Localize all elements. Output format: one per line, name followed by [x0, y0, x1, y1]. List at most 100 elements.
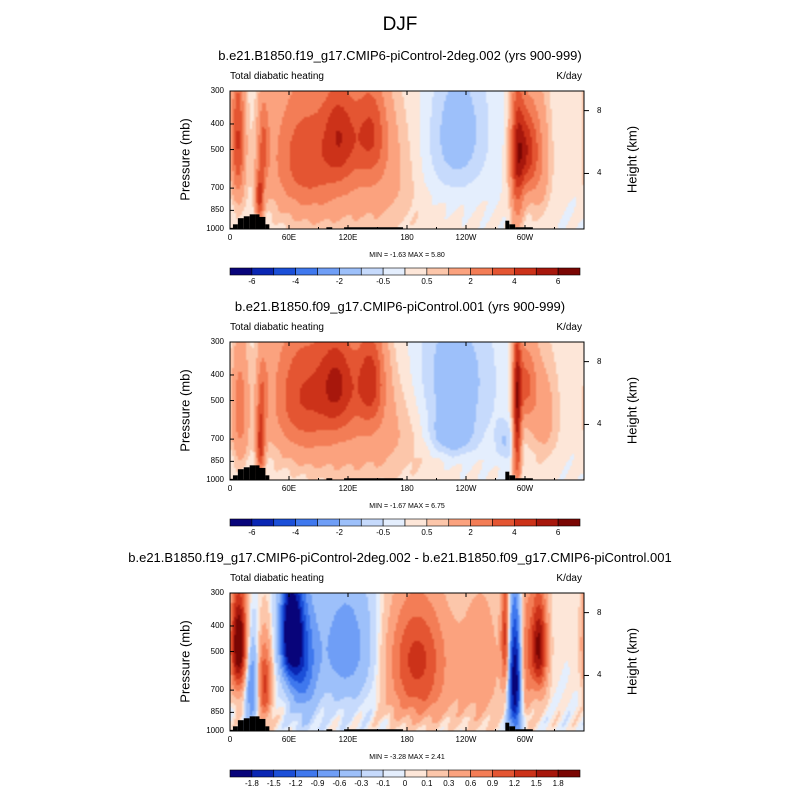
x-tick-label: 0: [227, 484, 233, 493]
topography-block: [505, 471, 510, 480]
topography-block: [230, 729, 233, 731]
topography-block: [344, 729, 404, 731]
panel-3-min-max: MIN = -3.28 MAX = 2.41: [369, 754, 445, 761]
colorbar-label: 0.5: [421, 528, 433, 537]
colorbar-label: -0.5: [376, 277, 391, 286]
y-tick-label: 300: [210, 86, 224, 95]
y-tick-label: 400: [210, 369, 224, 379]
panel-2-units-label: K/day: [556, 322, 582, 333]
panel-3-title: b.e21.B1850.f19_g17.CMIP6-piControl-2deg…: [128, 550, 672, 565]
colorbar-label: 1.8: [552, 779, 564, 788]
x-tick-label: 60E: [281, 484, 297, 493]
panel-1-variable-label: Total diabatic heating: [230, 71, 324, 82]
colorbar-label: -1.5: [266, 779, 281, 788]
colorbar-label: 4: [512, 277, 517, 286]
topography-block: [237, 469, 244, 480]
x-tick-label: 180: [400, 233, 414, 242]
x-tick-label: 60W: [516, 735, 534, 744]
heatmap-field: [230, 91, 584, 229]
right-axis-label: Height (km): [624, 627, 640, 696]
colorbar-swatch: [426, 769, 450, 778]
topography-block: [259, 467, 266, 480]
x-tick-label: 120E: [338, 735, 358, 744]
colorbar-label: 2: [468, 528, 473, 537]
x-tick-label: 60E: [281, 735, 297, 744]
y-tick-label: 850: [210, 456, 224, 466]
colorbar-swatch: [557, 769, 581, 778]
colorbar-swatch: [295, 769, 318, 778]
main-title: DJF: [382, 14, 418, 35]
colorbar-label: -0.6: [332, 779, 347, 788]
y-tick-label: 400: [210, 118, 224, 128]
x-tick-label: 60W: [516, 233, 534, 242]
colorbar-swatch: [557, 267, 581, 276]
y-axis-label: Pressure (mb): [177, 620, 193, 703]
x-tick-label: 60W: [516, 484, 534, 493]
colorbar-label: 0.6: [465, 779, 477, 788]
topography-block: [249, 214, 256, 229]
height-tick-label: 8: [597, 105, 602, 115]
colorbar-label: 0.1: [421, 779, 433, 788]
topography-block: [515, 478, 533, 480]
topography-block: [249, 716, 256, 731]
topography-block: [344, 227, 404, 229]
y-tick-label: 850: [210, 707, 224, 717]
colorbar-label: 2: [468, 277, 473, 286]
panel-3-variable-label: Total diabatic heating: [230, 573, 324, 584]
y-tick-label: 1000: [206, 475, 224, 484]
panel-2-variable-label: Total diabatic heating: [230, 322, 324, 333]
colorbar-label: -0.9: [310, 779, 325, 788]
topography-block: [255, 214, 260, 229]
colorbar-label: 1.2: [508, 779, 520, 788]
topography-block: [326, 478, 333, 480]
colorbar-label: 4: [512, 528, 517, 537]
colorbar-swatch: [492, 769, 515, 778]
height-tick-label: 4: [597, 670, 602, 680]
y-tick-label: 500: [210, 395, 224, 405]
colorbar-swatch: [317, 769, 340, 778]
topography-block: [509, 224, 516, 229]
y-tick-label: 300: [210, 588, 224, 597]
topography-block: [230, 227, 233, 229]
panel-1-title: b.e21.B1850.f19_g17.CMIP6-piControl-2deg…: [218, 48, 582, 63]
colorbar-label: -2: [335, 528, 343, 537]
x-tick-label: 180: [400, 484, 414, 493]
topography-block: [265, 224, 270, 229]
topography-block: [259, 718, 266, 731]
y-tick-label: 700: [210, 685, 224, 695]
topography-block: [265, 726, 270, 731]
colorbar-label: 6: [555, 277, 561, 286]
topography-block: [509, 726, 516, 731]
colorbar-swatch: [514, 769, 537, 778]
topography-block: [326, 227, 333, 229]
y-tick-label: 700: [210, 183, 224, 193]
topography-block: [243, 718, 250, 731]
x-tick-label: 0: [227, 735, 233, 744]
colorbar-label: 0.9: [486, 779, 499, 788]
colorbar-label: 0: [402, 779, 408, 788]
colorbar-label: 1.5: [530, 779, 542, 788]
panel-3-units-label: K/day: [556, 573, 582, 584]
topography-block: [249, 465, 256, 480]
topography-block: [232, 224, 238, 229]
topography-block: [243, 216, 250, 229]
colorbar-label: 0.3: [443, 779, 455, 788]
x-tick-label: 180: [400, 735, 414, 744]
topography-block: [326, 729, 333, 731]
topography-block: [237, 720, 244, 731]
panel-2-title: b.e21.B1850.f09_g17.CMIP6-piControl.001 …: [234, 299, 566, 314]
topography-block: [344, 478, 404, 480]
topography-block: [515, 227, 533, 229]
colorbar-swatch: [448, 769, 471, 778]
panel-2-min-max: MIN = -1.67 MAX = 6.75: [369, 503, 445, 510]
colorbar-label: -0.3: [354, 779, 369, 788]
colorbar-swatch: [382, 769, 406, 778]
colorbar-swatch: [360, 769, 384, 778]
y-tick-label: 400: [210, 620, 224, 630]
height-tick-label: 4: [597, 168, 602, 178]
topography-block: [505, 220, 510, 229]
